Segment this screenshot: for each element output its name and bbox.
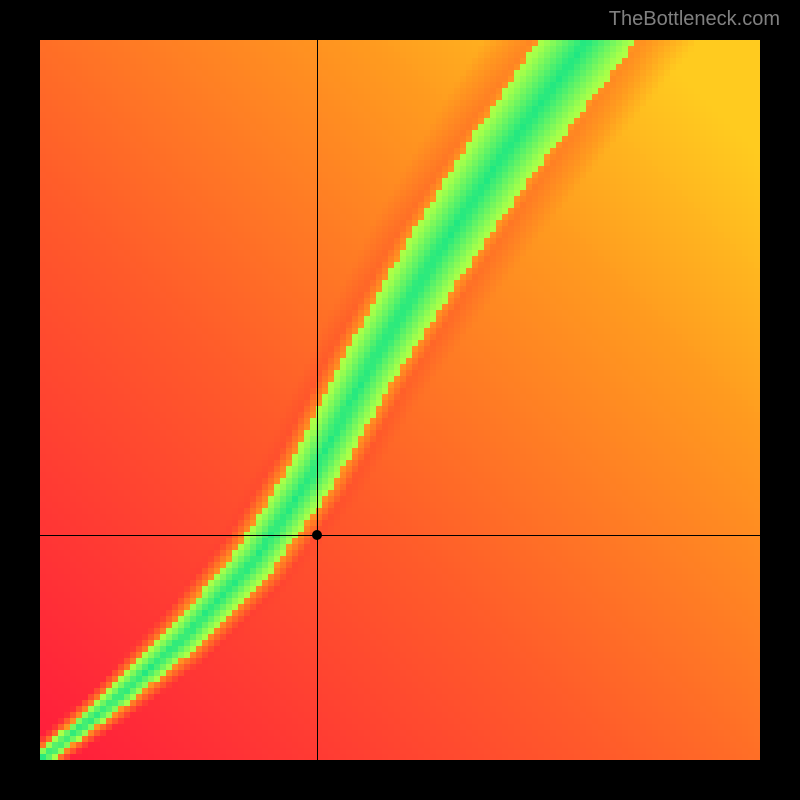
watermark-text: TheBottleneck.com: [609, 8, 780, 31]
heatmap-plot: [40, 40, 760, 760]
data-point-marker: [312, 530, 322, 540]
heatmap-canvas: [40, 40, 760, 760]
crosshair-horizontal: [40, 535, 760, 536]
crosshair-vertical: [317, 40, 318, 760]
